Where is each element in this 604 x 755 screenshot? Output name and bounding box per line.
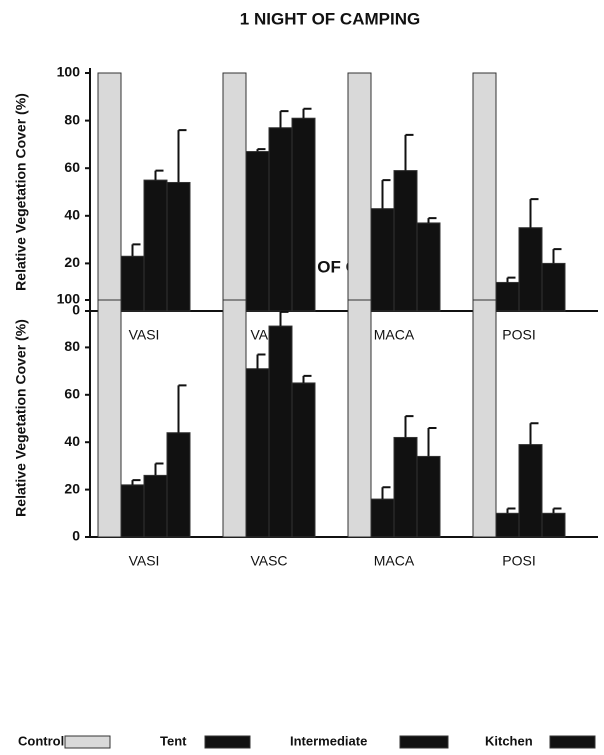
bar <box>518 444 543 538</box>
bar <box>518 227 543 312</box>
error-bar <box>279 110 289 128</box>
y-tick-label: 60 <box>64 159 80 175</box>
error-bar <box>256 353 266 369</box>
x-tick-label: POSI <box>502 553 535 569</box>
bar <box>393 170 418 312</box>
bar <box>120 255 145 312</box>
error-bar <box>279 310 289 327</box>
error-bar <box>131 243 141 257</box>
bar <box>222 72 247 312</box>
error-bar <box>154 169 164 181</box>
y-axis-label: Relative Vegetation Cover (%) <box>13 319 29 517</box>
y-tick-label: 100 <box>57 64 81 80</box>
bar <box>166 181 191 312</box>
error-bar <box>427 426 437 457</box>
legend-swatch <box>549 735 596 749</box>
x-tick-label: POSI <box>502 327 535 343</box>
bar <box>393 436 418 538</box>
legend-label: Control <box>18 733 64 748</box>
bar <box>268 325 293 538</box>
y-tick-label: 0 <box>72 302 80 318</box>
y-tick-label: 20 <box>64 480 80 496</box>
y-tick-label: 100 <box>57 291 81 307</box>
error-bar <box>302 374 312 383</box>
x-tick-label: VASI <box>129 553 160 569</box>
bar <box>291 117 316 312</box>
bar <box>245 368 270 538</box>
bar <box>291 382 316 538</box>
legend-swatch <box>204 735 251 749</box>
y-tick-label: 80 <box>64 338 80 354</box>
bar <box>472 299 497 538</box>
bar <box>166 432 191 538</box>
error-bar <box>552 248 562 264</box>
x-tick-label: MACA <box>374 553 415 569</box>
x-tick-label: MACA <box>374 327 415 343</box>
error-bar <box>552 507 562 514</box>
legend-label: Tent <box>160 733 187 748</box>
error-bar <box>131 479 141 485</box>
bar <box>245 151 270 312</box>
error-bar <box>177 129 187 183</box>
error-bar <box>404 133 414 171</box>
error-bar <box>404 415 414 438</box>
bar <box>416 455 441 538</box>
legend-swatch <box>399 735 449 749</box>
bar <box>97 299 122 538</box>
bar <box>472 72 497 312</box>
error-bar <box>381 179 391 209</box>
y-tick-label: 40 <box>64 207 80 223</box>
bar <box>416 222 441 312</box>
y-tick-label: 20 <box>64 254 80 270</box>
y-tick-label: 60 <box>64 386 80 402</box>
bar <box>370 498 395 538</box>
error-bar <box>427 217 437 223</box>
error-bar <box>529 198 539 228</box>
bar <box>120 484 145 538</box>
error-bar <box>506 507 516 514</box>
bar <box>541 262 566 312</box>
bar <box>143 474 168 538</box>
error-bar <box>256 148 266 152</box>
bar <box>97 72 122 312</box>
bar <box>370 208 395 312</box>
y-tick-label: 80 <box>64 111 80 127</box>
error-bar <box>381 486 391 500</box>
error-bar <box>154 462 164 476</box>
bar <box>222 299 247 538</box>
error-bar <box>177 384 187 433</box>
y-tick-label: 0 <box>72 528 80 544</box>
legend-label: Kitchen <box>485 733 533 748</box>
x-tick-label: VASI <box>129 327 160 343</box>
legend-label: Intermediate <box>290 733 367 748</box>
error-bar <box>302 107 312 119</box>
bar <box>347 72 372 312</box>
bar <box>495 281 520 312</box>
error-bar <box>506 276 516 283</box>
x-tick-label: VASC <box>250 553 287 569</box>
y-tick-label: 40 <box>64 433 80 449</box>
legend-swatch <box>64 735 111 749</box>
chart-title: 1 NIGHT OF CAMPING <box>240 9 420 28</box>
y-axis-label: Relative Vegetation Cover (%) <box>13 93 29 291</box>
bar <box>495 512 520 538</box>
bar <box>541 512 566 538</box>
error-bar <box>529 422 539 445</box>
bar <box>268 127 293 312</box>
bar <box>143 179 168 312</box>
bar <box>347 299 372 538</box>
